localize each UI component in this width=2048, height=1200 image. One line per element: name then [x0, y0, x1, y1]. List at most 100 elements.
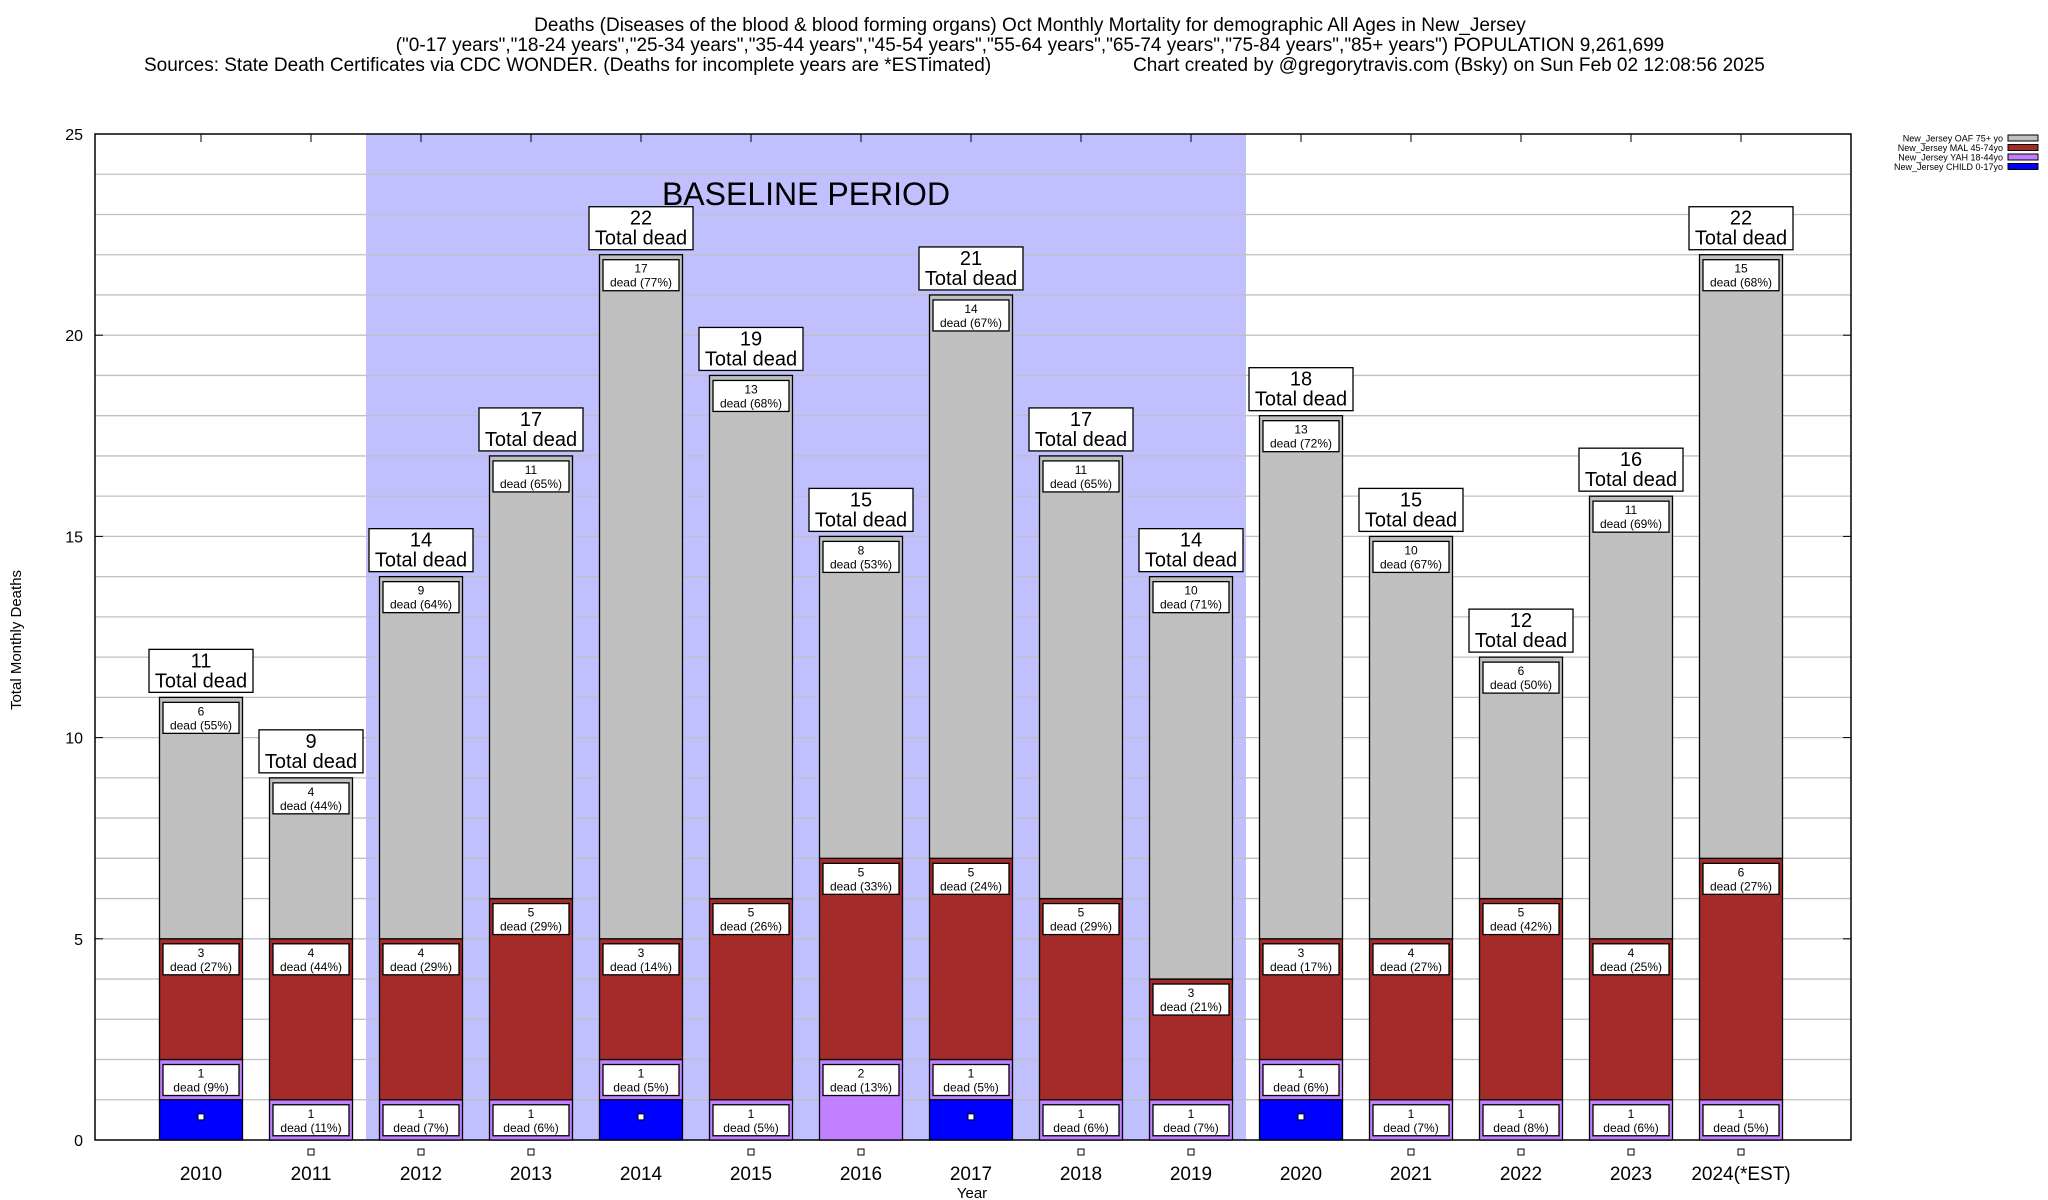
- bar-segment-oaf: [1478, 656, 1564, 900]
- segment-count: 5: [1518, 906, 1525, 920]
- segment-pct-open: (: [1410, 1121, 1417, 1135]
- segment-pct: dead (7%): [1163, 1121, 1218, 1135]
- x-tick-label: 2016: [840, 1164, 882, 1185]
- segment-pct-value: 5%: [977, 1081, 995, 1095]
- segment-count: 3: [1188, 986, 1195, 1000]
- total-value: 15: [850, 489, 872, 511]
- total-suffix: Total dead: [1585, 469, 1677, 491]
- legend-label: New_Jersey CHILD 0-17yo: [1894, 162, 2003, 172]
- segment-label-box: [272, 782, 350, 815]
- segment-pct-value: 65%: [1084, 477, 1108, 491]
- segment-count: 2: [858, 1067, 865, 1081]
- segment-pct-close: ): [1655, 1121, 1659, 1135]
- segment-word: dead: [723, 1121, 750, 1135]
- segment-pct-close: ): [228, 718, 232, 732]
- segment-word: dead: [1273, 1081, 1300, 1095]
- segment-count: 1: [198, 1067, 205, 1081]
- segment-word: dead: [1710, 879, 1737, 893]
- segment-pct: dead (11%): [280, 1121, 341, 1135]
- child-marker: [1077, 1148, 1085, 1156]
- segment-pct: dead (67%): [940, 316, 1002, 330]
- child-marker: [967, 1113, 975, 1121]
- segment-word: dead: [613, 1081, 640, 1095]
- segment-pct-open: (: [1297, 437, 1304, 451]
- segment-count: 9: [418, 584, 425, 598]
- total-suffix: Total dead: [485, 429, 577, 451]
- segment-label-box: [932, 1063, 1010, 1097]
- segment-pct: dead (6%): [503, 1121, 558, 1135]
- segment-label-box: [822, 540, 900, 574]
- segment-pct: dead (29%): [1050, 920, 1112, 934]
- segment-pct-open: (: [1080, 1121, 1087, 1135]
- total-suffix: Total dead: [1255, 389, 1347, 411]
- segment-count: 6: [1738, 865, 1745, 879]
- child-marker: [747, 1148, 755, 1156]
- segment-pct-open: (: [1190, 1121, 1197, 1135]
- total-label-box: [148, 648, 254, 694]
- legend-swatch: [2007, 163, 2039, 170]
- segment-pct-value: 6%: [1307, 1081, 1325, 1095]
- segment-pct-value: 27%: [1414, 960, 1438, 974]
- segment-count: 1: [1408, 1107, 1415, 1121]
- segment-pct-close: ): [1325, 1081, 1329, 1095]
- segment-label-box: [1372, 943, 1450, 976]
- segment-pct-close: ): [775, 1121, 779, 1135]
- segment-count: 3: [198, 946, 205, 960]
- total-label-box: [808, 487, 914, 533]
- segment-pct-value: 71%: [1194, 598, 1218, 612]
- segment-label-box: [932, 299, 1010, 332]
- segment-pct-open: (: [1187, 1000, 1194, 1014]
- segment-label-box: [822, 862, 900, 895]
- segment-pct-value: 25%: [1634, 960, 1658, 974]
- segment-pct-close: ): [225, 1081, 229, 1095]
- segment-label-box: [1702, 1104, 1780, 1137]
- bar-segment-oaf: [488, 455, 574, 900]
- segment-label-box: [1152, 1104, 1230, 1137]
- segment-pct-close: ): [888, 879, 892, 893]
- segment-pct: dead (44%): [280, 799, 342, 813]
- segment-pct: dead (53%): [830, 557, 892, 571]
- segment-label-box: [1592, 500, 1670, 533]
- segment-word: dead: [1713, 1121, 1740, 1135]
- segment-label-box: [1262, 943, 1340, 976]
- segment-word: dead: [280, 1121, 307, 1135]
- segment-pct-value: 5%: [757, 1121, 775, 1135]
- segment-count: 5: [748, 906, 755, 920]
- segment-count: 11: [525, 463, 538, 477]
- segment-count: 11: [1075, 463, 1088, 477]
- segment-pct-value: 7%: [1197, 1121, 1215, 1135]
- child-marker: [197, 1113, 205, 1121]
- segment-pct-close: ): [1768, 276, 1772, 290]
- segment-label-box: [1152, 983, 1230, 1016]
- segment-pct-open: (: [1740, 1121, 1747, 1135]
- segment-pct-value: 17%: [1304, 960, 1328, 974]
- segment-count: 1: [968, 1067, 975, 1081]
- segment-word: dead: [830, 557, 857, 571]
- segment-pct-open: (: [1077, 477, 1084, 491]
- segment-pct-close: ): [448, 960, 452, 974]
- total-suffix: Total dead: [815, 509, 907, 531]
- segment-word: dead: [170, 960, 197, 974]
- segment-pct-open: (: [1737, 879, 1744, 893]
- segment-count: 1: [1188, 1107, 1195, 1121]
- bar-segment-oaf: [1368, 535, 1454, 940]
- segment-pct-open: (: [417, 598, 424, 612]
- y-tick-label: 5: [74, 932, 83, 949]
- segment-label-box: [1042, 460, 1120, 493]
- baseline-label: BASELINE PERIOD: [662, 176, 950, 212]
- segment-word: dead: [720, 920, 747, 934]
- segment-label-box: [162, 943, 240, 976]
- segment-word: dead: [500, 920, 527, 934]
- segment-word: dead: [1160, 598, 1187, 612]
- total-value: 15: [1400, 489, 1422, 511]
- segment-label-box: [382, 943, 460, 976]
- total-label-box: [1358, 487, 1464, 533]
- segment-count: 1: [1518, 1107, 1525, 1121]
- segment-pct-close: ): [338, 960, 342, 974]
- segment-pct: dead (14%): [610, 960, 672, 974]
- segment-pct-value: 9%: [207, 1081, 225, 1095]
- total-label-box: [1028, 407, 1134, 452]
- segment-pct-open: (: [307, 1121, 314, 1135]
- segment-label-box: [162, 701, 240, 735]
